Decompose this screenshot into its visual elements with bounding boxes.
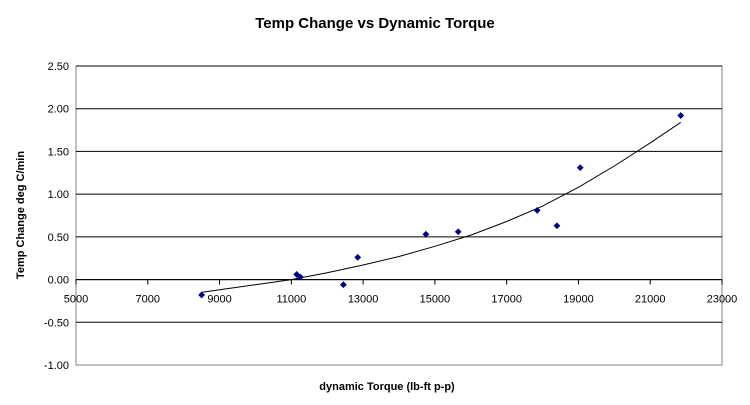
y-tick-label: -1.00 [44, 360, 69, 372]
data-point [198, 291, 206, 299]
y-axis-ticks: 2.50 2.00 1.50 1.00 0.50 0.00 -0.50 -1.00 [44, 61, 69, 372]
y-tick-label: 1.50 [48, 146, 69, 158]
data-point [422, 230, 430, 238]
x-tick-label: 11000 [276, 294, 306, 306]
trendline [201, 121, 681, 293]
x-tick-label: 7000 [136, 294, 160, 306]
data-point [296, 273, 304, 281]
x-tick-label: 21000 [635, 294, 666, 306]
data-point [576, 164, 584, 172]
data-point [553, 222, 561, 230]
x-tick-label: 23000 [707, 294, 738, 306]
x-axis-ticks: 5000 7000 9000 11000 13000 15000 17000 19000 210… [64, 294, 738, 306]
y-tick-label: -0.50 [44, 317, 69, 329]
y-axis-label: Temp Change deg C/min [15, 151, 27, 279]
data-point [354, 253, 362, 261]
x-tick-label: 17000 [491, 294, 522, 306]
x-tick-label: 5000 [64, 294, 88, 306]
data-point [339, 281, 347, 289]
y-tick-label: 0.50 [48, 232, 69, 244]
y-tick-label: 2.50 [48, 61, 69, 73]
x-tick-label: 19000 [563, 294, 594, 306]
x-axis-label: dynamic Torque (lb-ft p-p) [319, 381, 455, 393]
y-tick-label: 0.00 [48, 275, 69, 287]
data-point [454, 228, 462, 236]
chart-title: Temp Change vs Dynamic Torque [255, 15, 495, 32]
x-tick-label: 13000 [348, 294, 379, 306]
y-tick-label: 2.00 [48, 104, 69, 116]
data-point [533, 206, 541, 214]
plot-area [75, 65, 723, 366]
x-tick-label: 15000 [420, 294, 451, 306]
data-points [198, 112, 685, 299]
x-tick-label: 9000 [207, 294, 231, 306]
data-point [677, 112, 685, 119]
y-tick-label: 1.00 [48, 189, 69, 201]
x-axis [75, 279, 723, 285]
